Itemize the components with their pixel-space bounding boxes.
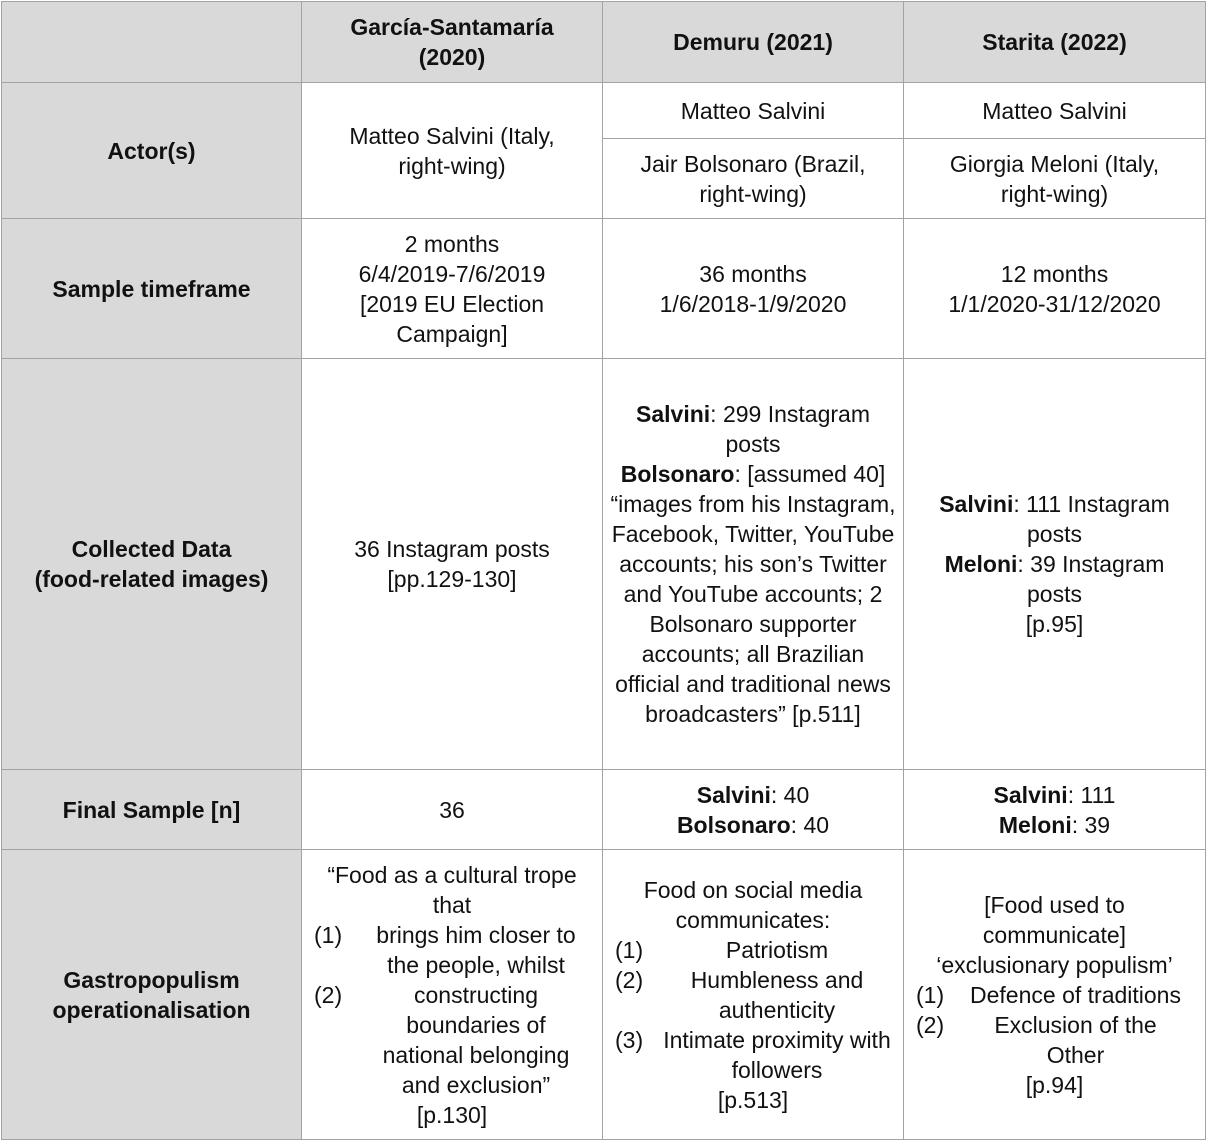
- timeframe-demuru: 36 months 1/6/2018-1/9/2020: [602, 218, 904, 359]
- op-starita-item-1-text: Defence of traditions: [970, 981, 1181, 1008]
- op-starita-item-1-num: (1): [916, 981, 945, 1008]
- op-garcia-item-1-num: (1): [314, 921, 343, 948]
- op-demuru-item-3: (3) Intimate proximity with followers: [613, 1025, 893, 1085]
- final-starita-salvini-value: : 111: [1067, 781, 1116, 808]
- collected-demuru-salvini-name: Salvini: [636, 401, 711, 427]
- actors-starita-meloni: Giorgia Meloni (Italy, right-wing): [903, 138, 1206, 219]
- operationalisation-demuru: Food on social media communicates: (1) P…: [602, 849, 904, 1140]
- op-demuru-intro: Food on social media communicates:: [643, 876, 863, 933]
- op-starita-item-2: (2) Exclusion of the Other: [914, 1010, 1195, 1070]
- collected-data-row: Collected Data (food-related images) 36 …: [1, 358, 1206, 770]
- final-sample-label: Final Sample [n]: [1, 769, 302, 850]
- header-corner-cell: [1, 1, 302, 83]
- timeframe-garcia-note: [2019 EU Election Campaign]: [359, 290, 545, 347]
- header-demuru: Demuru (2021): [602, 1, 904, 83]
- collected-starita-meloni: Meloni: 39 Instagram posts: [918, 549, 1191, 609]
- final-sample-starita: Salvini: 111 Meloni: 39: [903, 769, 1206, 850]
- collected-data-label: Collected Data (food-related images): [1, 358, 302, 770]
- collected-starita-salvini-name: Salvini: [939, 491, 1014, 517]
- op-garcia-ref: [p.130]: [416, 1101, 488, 1128]
- op-demuru-item-1-num: (1): [615, 936, 644, 963]
- timeframe-demuru-dates: 1/6/2018-1/9/2020: [659, 290, 847, 317]
- timeframe-starita: 12 months 1/1/2020-31/12/2020: [903, 218, 1206, 359]
- final-starita-salvini: Salvini: 111: [912, 780, 1197, 810]
- actors-starita-salvini: Matteo Salvini: [903, 82, 1206, 139]
- op-demuru-ref: [p.513]: [717, 1086, 789, 1113]
- final-demuru-salvini-name: Salvini: [696, 781, 771, 808]
- actors-row: Actor(s) Matteo Salvini (Italy, right-wi…: [1, 82, 1206, 219]
- collected-demuru-salvini-text: : 299 Instagram posts: [710, 401, 870, 457]
- op-garcia-item-1-text: brings him closer to the people, whilst: [376, 921, 576, 978]
- final-starita-meloni-name: Meloni: [998, 811, 1072, 838]
- op-garcia-item-2: (2) constructing boundaries of national …: [312, 980, 592, 1100]
- header-garcia-santamaria: García-Santamaría (2020): [301, 1, 603, 83]
- timeframe-demuru-duration: 36 months: [699, 260, 807, 287]
- collected-starita-salvini: Salvini: 111 Instagram posts: [918, 489, 1191, 549]
- header-starita: Starita (2022): [903, 1, 1206, 83]
- op-starita-item-1: (1) Defence of traditions: [914, 980, 1195, 1010]
- op-demuru-item-2: (2) Humbleness and authenticity: [613, 965, 893, 1025]
- op-starita-item-2-text: Exclusion of the Other: [994, 1011, 1157, 1068]
- final-starita-meloni: Meloni: 39: [912, 810, 1197, 840]
- collected-garcia-posts: 36 Instagram posts: [354, 536, 550, 562]
- final-demuru-bolsonaro-name: Bolsonaro: [676, 811, 791, 838]
- timeframe-garcia: 2 months 6/4/2019-7/6/2019 [2019 EU Elec…: [301, 218, 603, 359]
- final-sample-row: Final Sample [n] 36 Salvini: 40 Bolsonar…: [1, 769, 1206, 850]
- final-starita-salvini-name: Salvini: [993, 781, 1068, 808]
- collected-starita-salvini-text: : 111 Instagram posts: [1013, 491, 1170, 547]
- collected-demuru-bolsonaro-text: : [assumed 40] “images from his Instagra…: [610, 461, 896, 727]
- timeframe-garcia-dates: 6/4/2019-7/6/2019: [358, 260, 546, 287]
- op-demuru-item-2-num: (2): [615, 966, 644, 993]
- actors-label: Actor(s): [1, 82, 302, 219]
- timeframe-label: Sample timeframe: [1, 218, 302, 359]
- op-demuru-item-2-text: Humbleness and authenticity: [690, 966, 864, 1023]
- operationalisation-row: Gastropopulism operationalisation “Food …: [1, 849, 1206, 1140]
- final-demuru-salvini: Salvini: 40: [611, 780, 895, 810]
- op-garcia-item-2-text: constructing boundaries of national belo…: [382, 981, 570, 1098]
- collected-data-starita: Salvini: 111 Instagram posts Meloni: 39 …: [903, 358, 1206, 770]
- op-garcia-item-2-num: (2): [314, 981, 343, 1008]
- collected-data-garcia: 36 Instagram posts [pp.129-130]: [301, 358, 603, 770]
- final-demuru-bolsonaro: Bolsonaro: 40: [611, 810, 895, 840]
- op-starita-ref: [p.94]: [1025, 1071, 1084, 1098]
- final-sample-garcia: 36: [301, 769, 603, 850]
- op-demuru-item-3-text: Intimate proximity with followers: [663, 1026, 891, 1083]
- collected-starita-ref: [p.95]: [1025, 611, 1084, 637]
- collected-garcia-ref: [pp.129-130]: [387, 566, 517, 592]
- op-starita-item-2-num: (2): [916, 1011, 945, 1038]
- collected-demuru-salvini: Salvini: 299 Instagram posts: [607, 399, 899, 459]
- timeframe-garcia-duration: 2 months: [404, 230, 500, 257]
- op-garcia-intro: “Food as a cultural trope that: [327, 861, 577, 918]
- collected-starita-meloni-text: : 39 Instagram posts: [1017, 551, 1165, 607]
- collected-demuru-bolsonaro: Bolsonaro: [assumed 40] “images from his…: [607, 459, 899, 729]
- op-starita-intro: [Food used to communicate] ‘exclusionary…: [936, 891, 1173, 978]
- collected-data-label-line1: Collected Data: [71, 536, 232, 562]
- op-garcia-item-1: (1) brings him closer to the people, whi…: [312, 920, 592, 980]
- collected-data-label-line2: (food-related images): [34, 566, 269, 592]
- collected-data-demuru: Salvini: 299 Instagram posts Bolsonaro: …: [602, 358, 904, 770]
- collected-starita-meloni-name: Meloni: [944, 551, 1018, 577]
- operationalisation-label: Gastropopulism operationalisation: [1, 849, 302, 1140]
- collected-demuru-bolsonaro-name: Bolsonaro: [620, 461, 735, 487]
- op-demuru-item-1-text: Patriotism: [725, 936, 829, 963]
- actors-demuru-salvini: Matteo Salvini: [602, 82, 904, 139]
- timeframe-starita-dates: 1/1/2020-31/12/2020: [948, 290, 1161, 317]
- operationalisation-garcia: “Food as a cultural trope that (1) bring…: [301, 849, 603, 1140]
- op-demuru-item-1: (1) Patriotism: [613, 935, 893, 965]
- final-starita-meloni-value: : 39: [1071, 811, 1111, 838]
- operationalisation-starita: [Food used to communicate] ‘exclusionary…: [903, 849, 1206, 1140]
- actors-garcia: Matteo Salvini (Italy, right-wing): [301, 82, 603, 219]
- final-sample-demuru: Salvini: 40 Bolsonaro: 40: [602, 769, 904, 850]
- timeframe-row: Sample timeframe 2 months 6/4/2019-7/6/2…: [1, 218, 1206, 359]
- final-demuru-salvini-value: : 40: [770, 781, 810, 808]
- final-demuru-bolsonaro-value: : 40: [790, 811, 830, 838]
- header-row: García-Santamaría (2020) Demuru (2021) S…: [1, 1, 1206, 83]
- op-demuru-item-3-num: (3): [615, 1026, 644, 1053]
- timeframe-starita-duration: 12 months: [1000, 260, 1109, 287]
- actors-demuru-bolsonaro: Jair Bolsonaro (Brazil, right-wing): [602, 138, 904, 219]
